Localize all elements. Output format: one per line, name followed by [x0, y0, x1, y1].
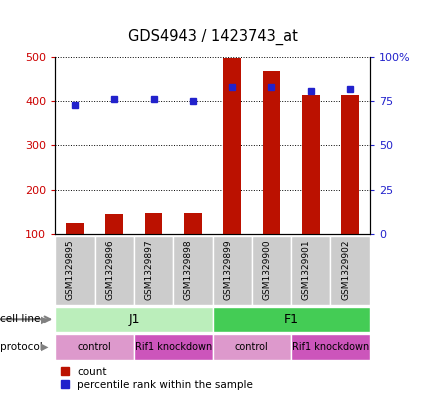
Text: Rif1 knockdown: Rif1 knockdown — [292, 342, 369, 352]
Bar — [212, 307, 370, 332]
Text: protocol: protocol — [0, 342, 43, 352]
Bar — [291, 236, 331, 305]
Text: GSM1329897: GSM1329897 — [144, 239, 153, 300]
Text: control: control — [78, 342, 111, 352]
Text: J1: J1 — [128, 313, 140, 326]
Text: control: control — [235, 342, 269, 352]
Bar — [212, 334, 291, 360]
Bar — [331, 236, 370, 305]
Bar — [212, 236, 252, 305]
Text: GSM1329901: GSM1329901 — [302, 239, 311, 300]
Bar — [302, 95, 320, 234]
Bar — [341, 95, 359, 234]
Bar — [55, 334, 134, 360]
Text: F1: F1 — [283, 313, 299, 326]
Bar — [144, 213, 162, 234]
Bar — [94, 236, 134, 305]
Bar — [173, 236, 212, 305]
Bar — [263, 71, 280, 234]
Bar — [252, 236, 291, 305]
Text: GSM1329895: GSM1329895 — [66, 239, 75, 300]
Text: ▶: ▶ — [41, 314, 49, 324]
Text: GDS4943 / 1423743_at: GDS4943 / 1423743_at — [128, 29, 298, 45]
Bar — [223, 58, 241, 234]
Text: GSM1329899: GSM1329899 — [223, 239, 232, 300]
Text: GSM1329898: GSM1329898 — [184, 239, 193, 300]
Bar — [134, 334, 212, 360]
Bar — [184, 213, 202, 234]
Text: GSM1329902: GSM1329902 — [341, 239, 350, 300]
Bar — [55, 307, 212, 332]
Text: Rif1 knockdown: Rif1 knockdown — [135, 342, 212, 352]
Bar — [66, 223, 84, 234]
Bar — [55, 236, 94, 305]
Bar — [105, 214, 123, 234]
Text: GSM1329896: GSM1329896 — [105, 239, 114, 300]
Legend: count, percentile rank within the sample: count, percentile rank within the sample — [60, 367, 253, 390]
Text: cell line: cell line — [0, 314, 41, 324]
Bar — [134, 236, 173, 305]
Text: GSM1329900: GSM1329900 — [263, 239, 272, 300]
Bar — [291, 334, 370, 360]
Text: ▶: ▶ — [41, 342, 49, 352]
